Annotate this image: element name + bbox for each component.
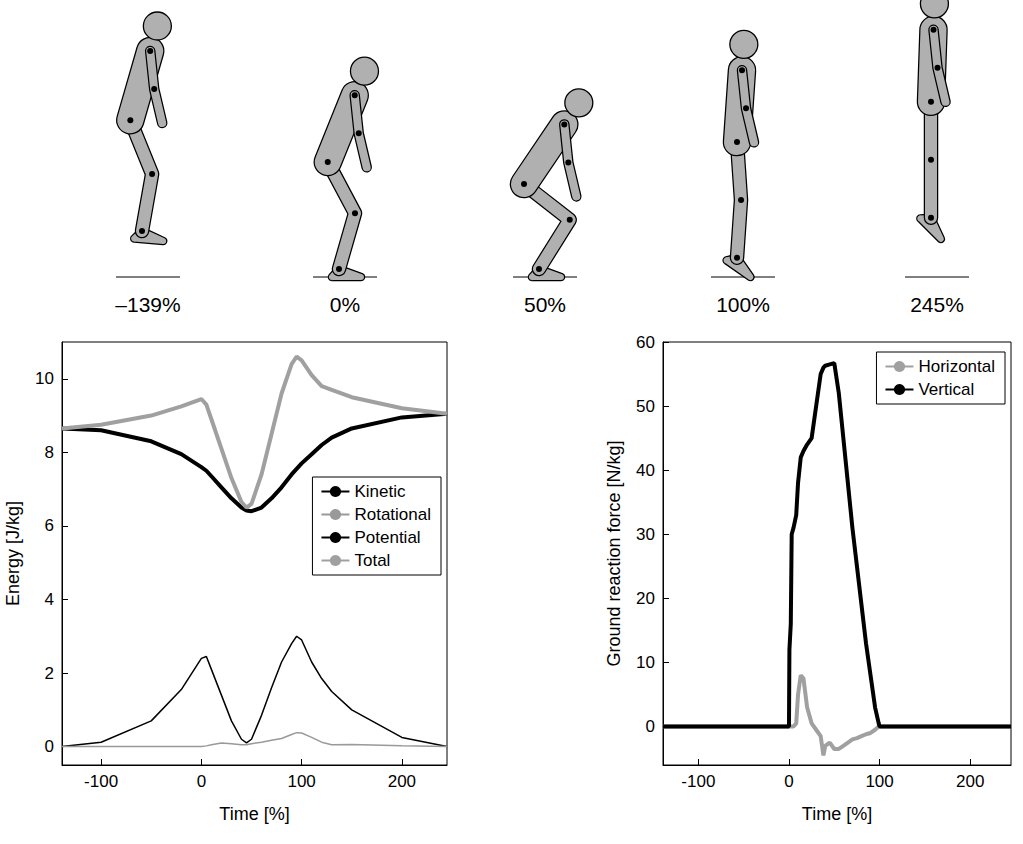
svg-text:Ground reaction force [N/kg]: Ground reaction force [N/kg] [604, 440, 624, 666]
svg-text:100%: 100% [716, 293, 770, 316]
svg-text:Potential: Potential [354, 528, 420, 547]
svg-text:–139%: –139% [115, 293, 180, 316]
svg-text:Total: Total [354, 551, 390, 570]
svg-text:0: 0 [45, 737, 54, 756]
svg-text:-100: -100 [84, 772, 118, 791]
svg-text:50: 50 [636, 397, 655, 416]
svg-text:Horizontal: Horizontal [918, 357, 995, 376]
svg-text:100: 100 [865, 772, 893, 791]
svg-text:200: 200 [956, 772, 984, 791]
svg-text:Kinetic: Kinetic [354, 482, 406, 501]
svg-text:4: 4 [45, 590, 54, 609]
svg-text:Time [%]: Time [%] [802, 804, 872, 824]
svg-text:Time [%]: Time [%] [219, 804, 289, 824]
svg-text:10: 10 [636, 653, 655, 672]
svg-text:2: 2 [45, 664, 54, 683]
svg-text:20: 20 [636, 589, 655, 608]
svg-text:6: 6 [45, 516, 54, 535]
svg-text:60: 60 [636, 333, 655, 352]
svg-text:0: 0 [784, 772, 793, 791]
svg-text:10: 10 [35, 369, 54, 388]
svg-text:200: 200 [388, 772, 416, 791]
svg-text:8: 8 [45, 443, 54, 462]
svg-text:100: 100 [287, 772, 315, 791]
svg-text:-100: -100 [681, 772, 715, 791]
svg-text:Rotational: Rotational [354, 505, 431, 524]
svg-text:30: 30 [636, 525, 655, 544]
svg-text:245%: 245% [910, 293, 964, 316]
svg-text:0: 0 [197, 772, 206, 791]
svg-text:40: 40 [636, 461, 655, 480]
svg-text:0: 0 [646, 717, 655, 736]
svg-text:0%: 0% [330, 293, 360, 316]
svg-text:Energy [J/kg]: Energy [J/kg] [3, 501, 23, 606]
svg-text:Vertical: Vertical [918, 380, 974, 399]
svg-text:50%: 50% [524, 293, 566, 316]
